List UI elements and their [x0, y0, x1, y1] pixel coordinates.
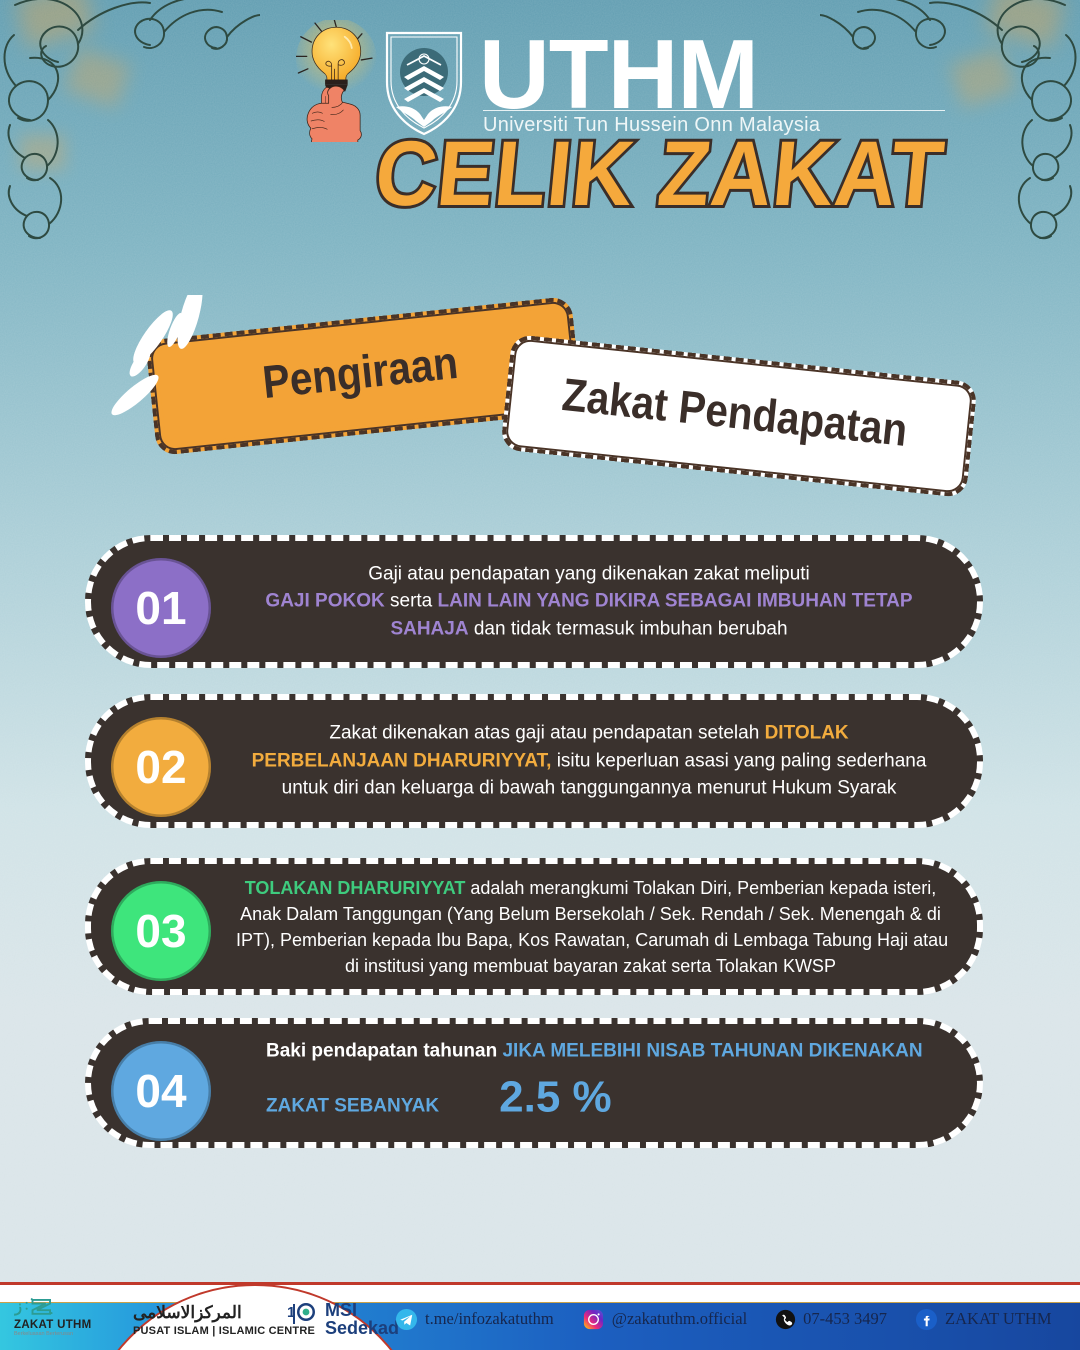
- svg-text:ز: ز: [14, 1298, 22, 1316]
